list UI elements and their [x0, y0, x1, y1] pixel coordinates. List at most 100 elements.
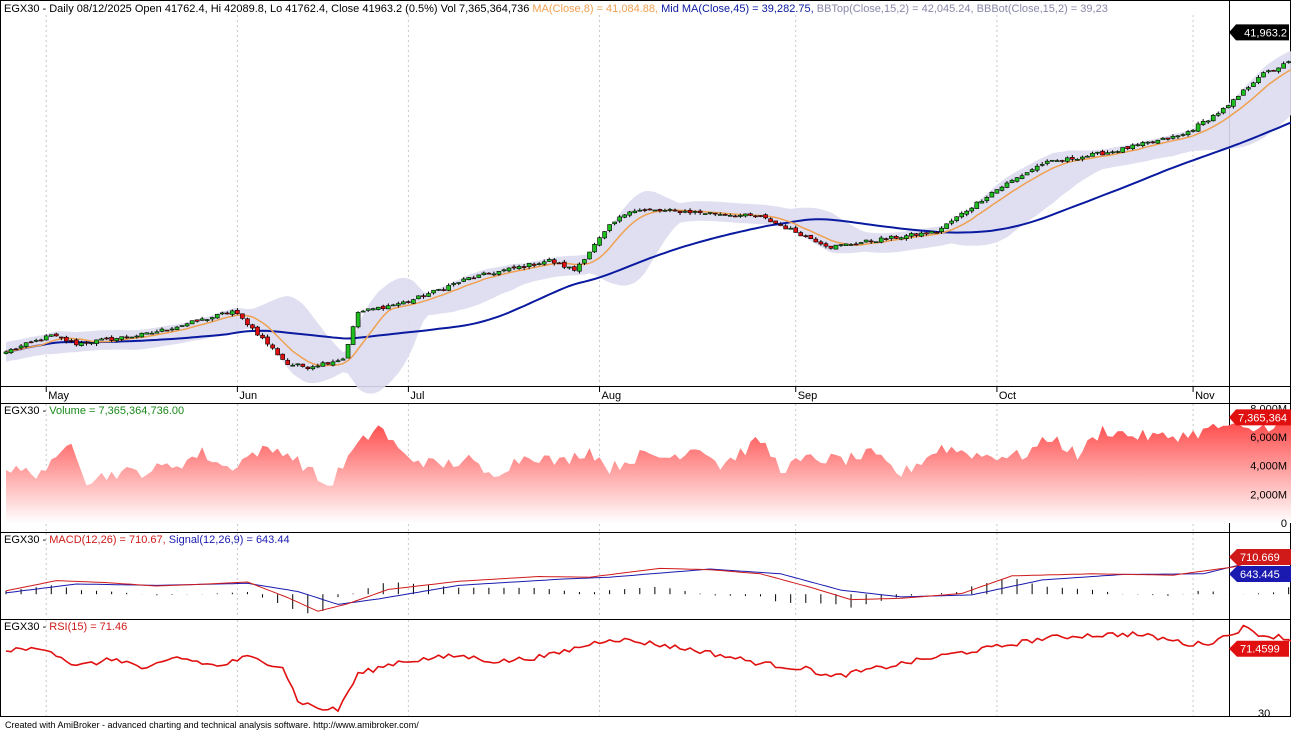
bbtop-header-label: BBTop(Close,15,2) = 42,045.24,	[816, 3, 974, 15]
candle-body	[99, 338, 104, 341]
rsi-tick-label: 30	[1258, 708, 1270, 720]
candle-body	[894, 236, 899, 239]
candle-body	[94, 339, 99, 344]
candle-body	[1261, 72, 1266, 78]
volume-badge-label: 7,365,364	[1238, 412, 1287, 424]
candle-body	[677, 210, 683, 213]
candle-body	[582, 259, 587, 264]
candle-body	[370, 308, 376, 311]
candle-body	[260, 334, 265, 339]
candle-body	[521, 266, 527, 268]
candle-body	[129, 336, 135, 339]
candle-body	[964, 210, 970, 215]
volume-tick-label: 0	[1281, 518, 1287, 530]
candle-body	[134, 335, 140, 338]
candle-body	[380, 305, 386, 310]
candle-body	[969, 207, 975, 212]
date-axis: MayJunJulAugSepOctNovDec	[45, 386, 1215, 402]
candle-body	[104, 337, 109, 340]
candle-body	[486, 272, 492, 275]
candle-body	[1034, 165, 1040, 171]
candle-body	[652, 209, 658, 212]
price-badge: 41,963.2	[1229, 24, 1289, 41]
candle-body	[340, 358, 346, 361]
candle-body	[416, 295, 421, 300]
candle-body	[164, 329, 170, 332]
candle-body	[1155, 139, 1161, 144]
candle-body	[139, 332, 145, 338]
candle-body	[119, 336, 124, 340]
candle-body	[657, 209, 663, 212]
candle-body	[551, 259, 557, 264]
candle-body	[617, 216, 622, 222]
candle-body	[556, 262, 562, 265]
candle-body	[531, 263, 537, 266]
candle-body	[214, 313, 220, 319]
candle-body	[763, 214, 768, 219]
candle-body	[979, 201, 985, 204]
candle-body	[722, 214, 728, 216]
candle-body	[682, 210, 688, 213]
candle-body	[612, 221, 617, 225]
candle-body	[1044, 160, 1050, 164]
candle-body	[1271, 70, 1276, 72]
candle-body	[1140, 142, 1146, 146]
candle-body	[13, 348, 19, 351]
candle-body	[1205, 120, 1211, 123]
candle-body	[1165, 137, 1171, 140]
candle-body	[858, 242, 864, 245]
candle-body	[401, 301, 406, 305]
candle-body	[79, 342, 84, 346]
candle-body	[1070, 157, 1075, 160]
candle-body	[838, 244, 844, 246]
volume-tick-label: 2,000M	[1250, 489, 1287, 501]
rsi-line	[5, 624, 1291, 713]
candle-body	[697, 210, 703, 214]
candle-body	[1150, 141, 1156, 144]
candle-body	[934, 232, 939, 234]
volume-area	[6, 420, 1291, 523]
candle-body	[793, 227, 799, 233]
candle-body	[1105, 152, 1110, 155]
date-label: Sep	[798, 390, 818, 402]
candle-body	[235, 309, 240, 315]
candle-body	[813, 238, 819, 243]
candle-body	[38, 339, 44, 342]
candle-body	[1256, 77, 1261, 84]
macd-line	[5, 550, 1291, 612]
candle-body	[320, 362, 326, 367]
candle-body	[350, 326, 356, 345]
candle-body	[1085, 155, 1090, 158]
footer-credit: Created with AmiBroker - advanced charti…	[5, 720, 419, 730]
candle-body	[743, 213, 748, 217]
candle-body	[124, 336, 130, 339]
candle-body	[1054, 160, 1060, 162]
candle-body	[1090, 152, 1095, 157]
candle-body	[647, 208, 653, 211]
candle-body	[250, 324, 255, 329]
candle-body	[904, 235, 909, 239]
candle-body	[526, 262, 532, 268]
candle-body	[225, 312, 230, 315]
candle-body	[280, 353, 285, 360]
candle-body	[330, 361, 336, 366]
candle-body	[1246, 87, 1251, 90]
candle-body	[909, 233, 914, 237]
candle-body	[888, 235, 894, 239]
candle-body	[506, 267, 512, 272]
signal-badge-bg	[1237, 566, 1291, 582]
date-label: May	[48, 390, 69, 402]
candle-body	[189, 320, 195, 325]
candle-body	[3, 351, 9, 354]
candle-body	[1215, 113, 1221, 116]
candle-body	[1120, 147, 1125, 153]
candle-body	[1281, 63, 1286, 69]
candle-body	[48, 334, 54, 337]
candle-body	[572, 266, 577, 271]
candle-body	[803, 235, 809, 238]
candle-body	[1009, 180, 1015, 183]
candle-body	[778, 224, 783, 226]
candle-body	[295, 363, 301, 366]
candle-body	[818, 241, 824, 245]
candle-body	[1190, 129, 1196, 132]
